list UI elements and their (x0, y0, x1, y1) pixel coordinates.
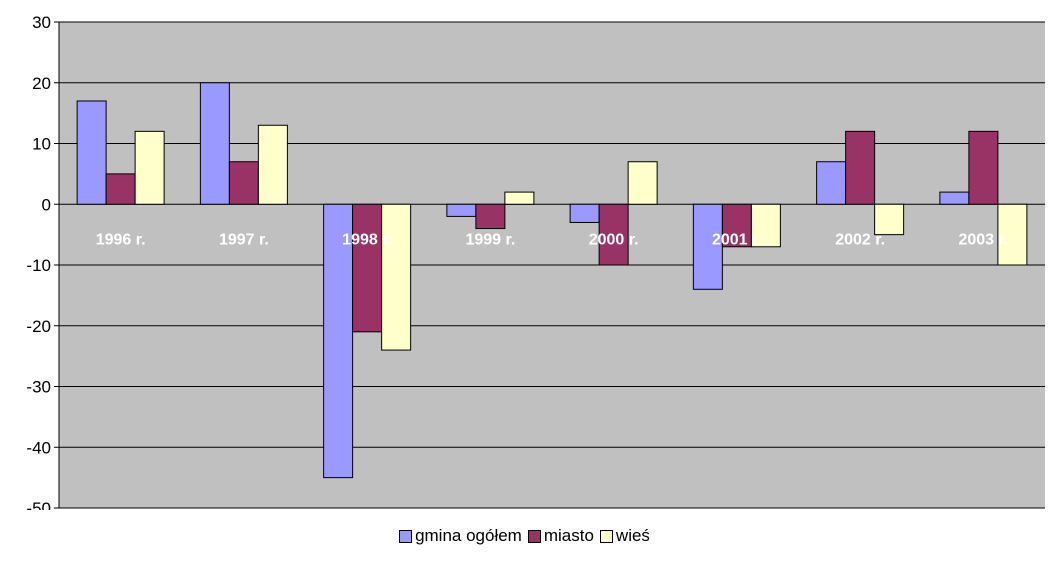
x-tick-label: 2002 r. (835, 231, 885, 248)
bar-1 (76, 100, 107, 205)
y-tick-label: -50 (26, 499, 51, 510)
bar-2 (598, 203, 629, 266)
bar-1 (692, 203, 723, 290)
x-tick-label: 1996 r. (96, 231, 146, 248)
x-axis-labels: 1996 r. 1997 r. 1998 r. 1999 r. 2000 r. 2001 … (96, 231, 1009, 248)
bar-3 (997, 203, 1028, 266)
bar-3 (874, 203, 905, 236)
x-tick-label: 1999 r. (465, 231, 515, 248)
legend-item: gmina ogółem (399, 526, 522, 546)
bar-3 (750, 203, 781, 248)
x-tick-label: 2001 r. (712, 231, 762, 248)
bar-2 (105, 173, 136, 205)
x-tick-label: 1997 r. (219, 231, 269, 248)
legend-swatch (399, 529, 413, 543)
bar-1 (446, 203, 477, 217)
y-axis: 30 20 10 0 -10 -20 -30 -40 -50 (26, 13, 60, 510)
bars (76, 82, 1028, 479)
bar-3 (627, 161, 658, 205)
bar-2 (228, 161, 259, 205)
legend-swatch (599, 529, 613, 543)
bar-1 (569, 203, 600, 223)
bar-2 (352, 203, 383, 333)
y-tick-label: -20 (26, 317, 51, 336)
y-tick-label: 20 (32, 74, 51, 93)
x-tick-label: 2000 r. (589, 231, 639, 248)
legend-swatch (527, 529, 541, 543)
bar-3 (134, 130, 165, 205)
y-tick-label: 30 (32, 13, 51, 32)
y-tick-label: 0 (42, 195, 51, 214)
legend-label: miasto (543, 526, 594, 545)
bar-2 (845, 130, 876, 205)
legend-label: gmina ogółem (415, 526, 522, 545)
y-tick-label: -30 (26, 378, 51, 397)
legend-item: miasto (527, 526, 594, 546)
bar-2 (968, 130, 999, 205)
bar-1 (323, 203, 354, 479)
y-tick-label: 10 (32, 135, 51, 154)
x-tick-label: 2003 r. (958, 231, 1008, 248)
bar-3 (504, 191, 535, 205)
bar-3 (257, 124, 288, 205)
y-tick-label: -40 (26, 438, 51, 457)
legend-label: wieś (615, 526, 650, 545)
bar-1 (199, 82, 230, 205)
bar-2 (475, 203, 506, 230)
x-tick-label: 1998 r. (342, 231, 392, 248)
bar-1 (939, 191, 970, 205)
bar-3 (381, 203, 412, 351)
legend-item: wieś (599, 526, 650, 546)
bar-1 (816, 161, 847, 205)
y-tick-label: -10 (26, 256, 51, 275)
legend: gmina ogółem miasto wieś (0, 526, 1049, 546)
